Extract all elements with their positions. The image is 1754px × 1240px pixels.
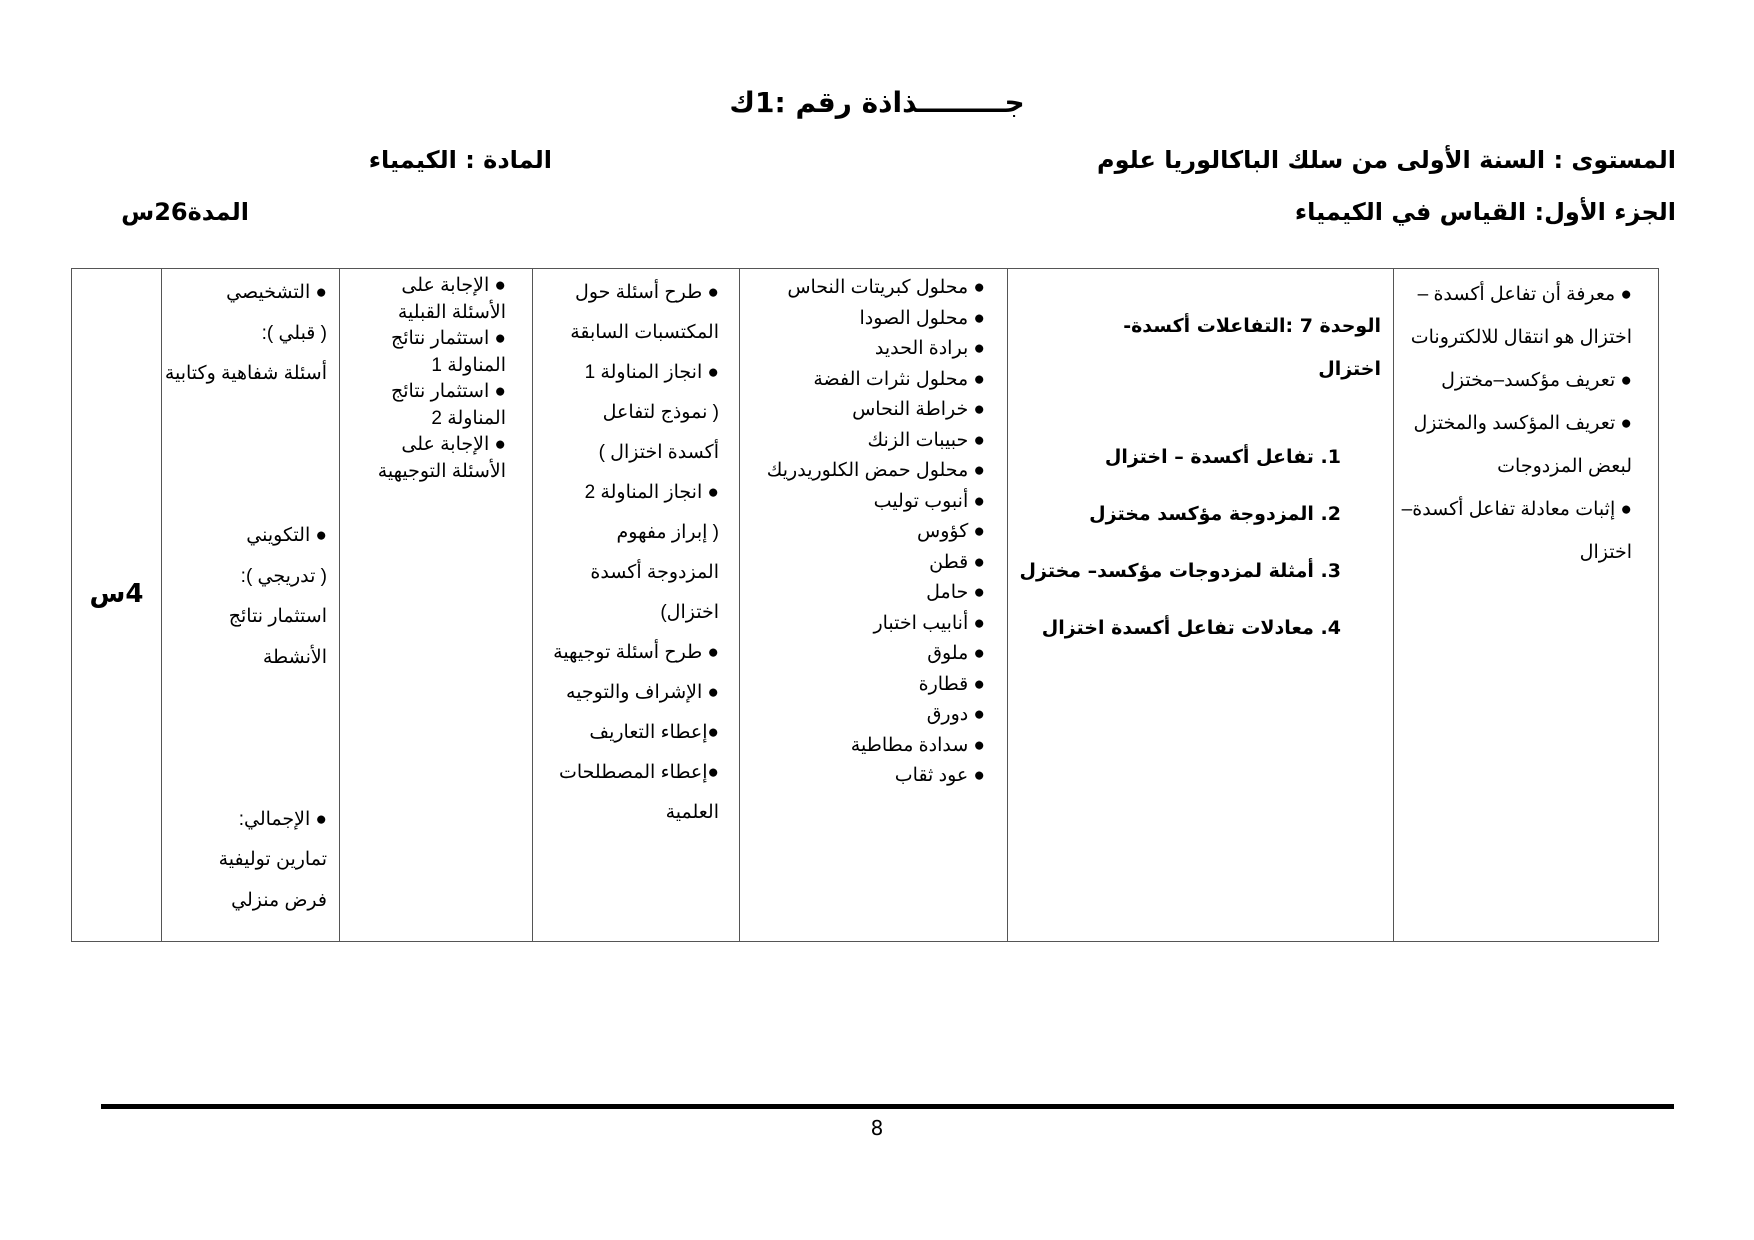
- cell-line: ● أنابيب اختبار: [873, 612, 985, 634]
- cell-line: ● تعريف المؤكسد والمختزل: [1413, 413, 1632, 434]
- cell-line: المناولة 2: [431, 407, 506, 429]
- cell-line: ● ملوق: [927, 643, 985, 664]
- teacher-activities-cell: ● طرح أسئلة حول المكتسبات السابقة ● انجاز …: [532, 269, 739, 833]
- unit-items-list: 1. تفاعل أكسدة – اختزال 2. المزدوجة مؤكسد…: [1007, 269, 1393, 657]
- cell-line: ● قطن: [929, 551, 985, 573]
- footer-divider: [101, 1104, 1674, 1109]
- cell-line: ● محلول الصودا: [859, 307, 986, 329]
- cell-line: ●إعطاء التعاريف: [589, 722, 719, 743]
- cell-line: ( تدريجي ):: [240, 565, 327, 587]
- cell-line: استثمار نتائج: [228, 606, 327, 627]
- page-number: 8: [870, 1116, 884, 1140]
- cell-line: ● دورق: [926, 704, 985, 725]
- cell-line: ●إعطاء المصطلحات: [558, 762, 719, 783]
- cell-line: ● حبيبات الزنك: [867, 429, 985, 451]
- cell-line: ● انجاز المناولة 2: [584, 482, 719, 503]
- cell-line: اختزال): [660, 602, 719, 623]
- cell-line: ● سدادة مطاطية: [850, 734, 985, 756]
- cell-line: ( نموذج لتفاعل: [602, 402, 719, 423]
- column-divider: [1007, 269, 1008, 941]
- cell-line: [161, 435, 327, 476]
- cell-line: ( إبراز مفهوم: [616, 522, 719, 543]
- cell-line: ( قبلي ):: [261, 322, 327, 344]
- column-divider: [161, 269, 162, 941]
- subject-label: المادة : الكيمياء: [368, 146, 552, 174]
- cell-line: 1. تفاعل أكسدة – اختزال: [1104, 446, 1341, 468]
- cell-line: ● الإجمالي:: [238, 808, 327, 830]
- cell-line: ● معرفة أن تفاعل أكسدة –: [1417, 284, 1632, 305]
- cell-line: ● محلول حمض الكلوريدريك: [766, 460, 985, 481]
- cell-line: ● التشخيصي: [226, 282, 327, 303]
- materials-cell: ● محلول كبريتات النحاس ● محلول الصودا ● بر…: [739, 269, 1007, 792]
- objectives-cell: ● معرفة أن تفاعل أكسدة – اختزال هو انتقال…: [1393, 269, 1660, 574]
- cell-line: ● قطارة: [918, 673, 985, 695]
- cell-line: اختزال: [1579, 542, 1632, 563]
- cell-line: ● الإجابة على: [401, 275, 506, 296]
- column-divider: [532, 269, 533, 941]
- cell-line: ● إثبات معادلة تفاعل أكسدة–: [1401, 499, 1632, 520]
- cell-line: [161, 395, 327, 436]
- unit-title-cell: الوحدة 7 :التفاعلات أكسدة- اختزال: [1007, 269, 1393, 391]
- cell-line: ● محلول كبريتات النحاس: [787, 277, 985, 298]
- cell-line: ● الإجابة على: [401, 434, 506, 455]
- cell-line: ● خراطة النحاس: [852, 399, 985, 420]
- cell-line: ● استثمار نتائج: [390, 381, 506, 402]
- cell-line: الأنشطة: [262, 646, 327, 668]
- cell-line: [161, 476, 327, 517]
- cell-line: ● طرح أسئلة توجيهية: [553, 642, 719, 663]
- cell-line: [161, 678, 327, 719]
- cell-line: العلمية: [665, 802, 719, 823]
- evaluation-cell: ● التشخيصي ( قبلي ): أسئلة شفاهية وكتابية ●…: [161, 269, 339, 921]
- cell-line: 2. المزدوجة مؤكسد مختزل: [1089, 503, 1341, 525]
- column-divider: [1393, 269, 1394, 941]
- cell-line: أسئلة شفاهية وكتابية: [164, 363, 327, 384]
- cell-line: ● عود ثقاب: [894, 765, 985, 786]
- cell-line: ● برادة الحديد: [874, 338, 985, 359]
- column-divider: [339, 269, 340, 941]
- cell-line: 4. معادلات تفاعل أكسدة اختزال: [1041, 617, 1341, 639]
- cell-line: ● استثمار نتائج: [390, 328, 506, 349]
- cell-line: ● حامل: [926, 582, 985, 603]
- cell-line: ● محلول نثرات الفضة: [813, 368, 985, 390]
- cell-line: اختزال: [1318, 358, 1381, 380]
- cell-line: الأسئلة التوجيهية: [377, 460, 506, 482]
- part-label: الجزء الأول: القياس في الكيمياء: [1294, 198, 1676, 226]
- cell-line: ● كؤوس: [917, 521, 985, 542]
- learner-activities-cell: ● الإجابة على الأسئلة القبلية ● استثمار نت…: [339, 269, 532, 485]
- lesson-table: ● معرفة أن تفاعل أكسدة – اختزال هو انتقال…: [71, 268, 1659, 942]
- cell-line: المكتسبات السابقة: [570, 322, 719, 343]
- cell-line: المزدوجة أكسدة: [590, 562, 719, 583]
- cell-line: اختزال هو انتقال للالكترونات: [1410, 327, 1632, 348]
- cell-line: المناولة 1: [431, 354, 506, 376]
- cell-line: ● أنبوب توليب: [873, 490, 985, 512]
- cell-line: ● التكويني: [246, 525, 327, 546]
- cell-line: ● انجاز المناولة 1: [584, 362, 719, 383]
- cell-line: فرض منزلي: [231, 889, 327, 911]
- page-title: جـــــــــذاذة رقم :1ك: [729, 86, 1025, 119]
- cell-line: الأسئلة القبلية: [397, 301, 506, 323]
- column-divider: [739, 269, 740, 941]
- time-cell: 4س: [89, 579, 144, 609]
- cell-line: لبعض المزدوجات: [1497, 456, 1632, 477]
- duration-label: المدة26س: [121, 198, 249, 226]
- cell-line: [161, 759, 327, 800]
- cell-line: الوحدة 7 :التفاعلات أكسدة-: [1123, 315, 1381, 337]
- cell-line: [161, 719, 327, 760]
- cell-line: تمارين توليفية: [218, 849, 327, 870]
- cell-line: أكسدة اختزال ): [598, 442, 719, 463]
- cell-line: 3. أمثلة لمزدوجات مؤكسد– مختزل: [1019, 560, 1341, 582]
- cell-line: ● تعريف مؤكسد–مختزل: [1441, 370, 1632, 391]
- cell-line: ● الإشراف والتوجيه: [566, 682, 719, 703]
- cell-line: ● طرح أسئلة حول: [575, 282, 719, 303]
- level-label: المستوى : السنة الأولى من سلك الباكالوري…: [1097, 146, 1676, 174]
